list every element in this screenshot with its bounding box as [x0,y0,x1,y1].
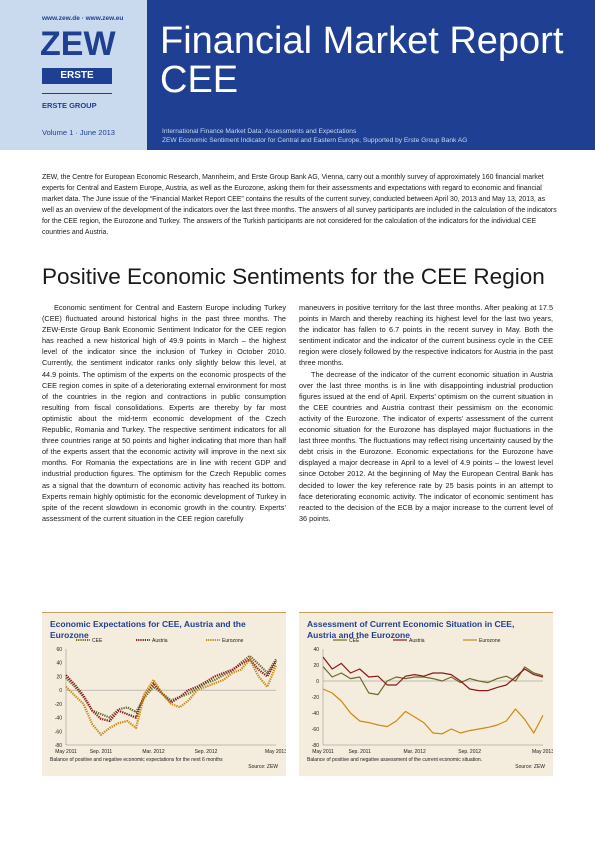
website-urls[interactable]: www.zew.de · www.zew.eu [42,15,124,22]
erste-divider [42,93,112,94]
series-line-cee [322,666,544,696]
logo-panel: www.zew.de · www.zew.eu ZEW ERSTE ERSTE … [0,0,147,150]
y-tick-label: -20 [55,702,62,708]
series-line-cee [65,654,277,719]
x-tick-label: May 2013 [532,749,553,755]
legend-label: Eurozone [479,638,501,644]
legend-label: Austria [152,638,168,644]
intro-paragraph: ZEW, the Centre for European Economic Re… [42,174,557,236]
body-paragraph: The decrease of the indicator of the cur… [299,369,553,523]
body-paragraph: maneuvers in positive territory for the … [299,303,553,368]
series-line-eurozone [65,658,278,736]
y-tick-label: 40 [56,661,62,667]
report-subtitle: International Finance Market Data: Asses… [162,127,467,145]
y-tick-label: 60 [56,647,62,653]
x-tick-label: Sep. 2011 [348,749,371,755]
subtitle-line-1: International Finance Market Data: Asses… [162,128,357,135]
legend-label: Austria [409,638,425,644]
report-header: www.zew.de · www.zew.eu ZEW ERSTE ERSTE … [0,0,595,150]
article-headline: Positive Economic Sentiments for the CEE… [42,264,545,289]
chart-note: Balance of positive and negative economi… [50,757,223,763]
chart-title: Economic Expectations for CEE, Austria a… [50,619,246,640]
y-tick-label: 40 [313,647,319,653]
x-tick-label: Mar. 2012 [404,749,426,755]
y-tick-label: 0 [316,679,319,685]
subtitle-panel [147,124,595,150]
y-tick-label: -40 [312,711,319,717]
volume-label: Volume 1 · June 2013 [42,128,115,137]
chart-economic-expectations: Economic Expectations for CEE, Austria a… [42,612,286,776]
x-tick-label: Sep. 2012 [195,749,218,755]
y-tick-label: -80 [312,743,319,749]
chart-title: Assessment of Current Economic Situation… [307,619,515,640]
x-tick-label: Sep. 2012 [458,749,481,755]
legend-label: CEE [92,638,103,644]
x-tick-label: Sep. 2011 [90,749,113,755]
x-tick-label: May 2013 [265,749,286,755]
y-tick-label: -60 [55,729,62,735]
body-paragraph: Economic sentiment for Central and Easte… [42,303,286,523]
erste-logo: ERSTE [42,68,112,84]
legend-label: Eurozone [222,638,244,644]
y-tick-label: -20 [312,695,319,701]
y-tick-label: 20 [313,663,319,669]
report-title: Financial Market Report CEE [160,20,564,101]
y-tick-label: 0 [59,688,62,694]
body-column-2: maneuvers in positive territory for the … [299,302,553,524]
y-tick-label: -40 [55,716,62,722]
series-line-eurozone [322,688,544,735]
legend-label: CEE [349,638,360,644]
subtitle-line-2: ZEW Economic Sentiment Indicator for Cen… [162,137,468,144]
x-tick-label: Mar. 2012 [142,749,164,755]
x-tick-label: May 2011 [55,749,77,755]
chart-current-situation: Assessment of Current Economic Situation… [299,612,553,776]
y-tick-label: -80 [55,743,62,749]
erste-group-label: ERSTE GROUP [42,101,97,110]
title-panel [147,0,595,124]
x-tick-label: May 2011 [312,749,334,755]
chart-source: Source: ZEW [248,764,278,770]
y-tick-label: 20 [56,674,62,680]
zew-logo: ZEW [40,25,116,63]
chart-source: Source: ZEW [515,764,545,770]
series-line-austria [65,658,277,723]
y-tick-label: -60 [312,727,319,733]
series-line-austria [322,656,544,692]
body-column-1: Economic sentiment for Central and Easte… [42,302,286,524]
chart-note: Balance of positive and negative assessm… [307,757,483,763]
